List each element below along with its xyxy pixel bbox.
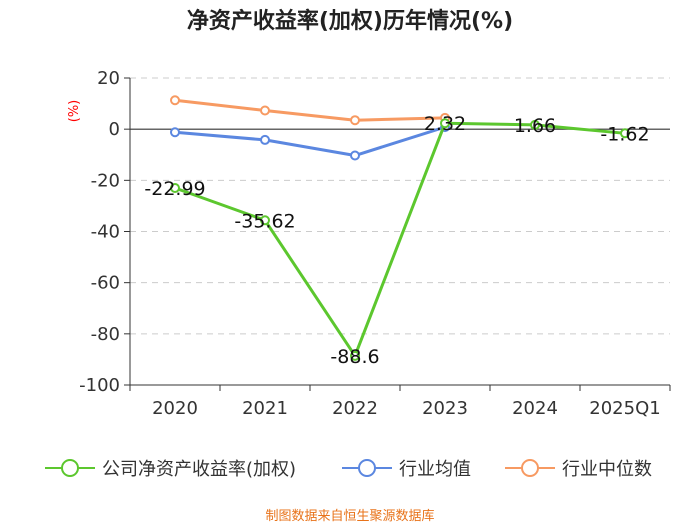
data-label: -1.62 bbox=[600, 123, 649, 145]
grid-lines bbox=[130, 77, 670, 335]
tick-labels: 20 0 -20 -40 -60 -80 -100 2020 2021 2022 2023 2024 2… bbox=[79, 68, 661, 419]
data-point bbox=[170, 95, 180, 106]
data-point bbox=[260, 215, 270, 226]
x-tick-label: 2022 bbox=[332, 398, 378, 419]
series-line bbox=[174, 121, 626, 358]
data-label: -88.6 bbox=[330, 346, 379, 368]
data-point bbox=[350, 150, 360, 161]
y-tick-label: -100 bbox=[79, 375, 120, 396]
data-label: -22.99 bbox=[144, 178, 205, 200]
chart-title: 净资产收益率(加权)历年情况(%) bbox=[187, 8, 513, 34]
data-point bbox=[170, 127, 180, 138]
data-point bbox=[440, 118, 450, 129]
x-tick-label: 2020 bbox=[152, 398, 198, 419]
source-note: 制图数据来自恒生聚源数据库 bbox=[265, 508, 434, 524]
legend-label: 行业均值 bbox=[399, 459, 471, 480]
y-tick-label: -60 bbox=[91, 273, 120, 294]
x-tick-label: 2023 bbox=[422, 398, 468, 419]
x-tick-label: 2024 bbox=[512, 398, 558, 419]
y-tick-label: -20 bbox=[91, 170, 120, 191]
x-tick-label: 2021 bbox=[242, 398, 288, 419]
y-axis-label: (%) bbox=[67, 100, 82, 123]
legend-label: 行业中位数 bbox=[562, 459, 652, 480]
data-point bbox=[350, 115, 360, 126]
data-label: -35.62 bbox=[234, 210, 295, 232]
y-tick-label: 20 bbox=[97, 68, 120, 89]
legend-marker bbox=[521, 459, 539, 477]
axes bbox=[124, 77, 671, 391]
data-point bbox=[170, 182, 180, 193]
x-tick-label: 2025Q1 bbox=[589, 398, 660, 419]
data-point bbox=[530, 119, 540, 130]
series-line bbox=[174, 125, 446, 158]
data-point bbox=[350, 350, 360, 361]
data-point bbox=[620, 128, 630, 139]
data-labels: -22.99 -35.62 -88.6 2.32 1.66 -1.62 bbox=[144, 113, 649, 368]
data-label: 1.66 bbox=[514, 115, 556, 137]
series-line bbox=[174, 98, 446, 122]
legend-label: 公司净资产收益率(加权) bbox=[102, 459, 296, 480]
legend-marker bbox=[358, 459, 376, 477]
legend-marker bbox=[61, 459, 79, 477]
data-label: 2.32 bbox=[424, 113, 466, 135]
data-point bbox=[260, 105, 270, 116]
y-tick-label: -80 bbox=[91, 324, 120, 345]
y-tick-label: 0 bbox=[109, 119, 120, 140]
data-point bbox=[260, 134, 270, 145]
legend: 公司净资产收益率(加权) 行业均值 行业中位数 bbox=[45, 459, 652, 480]
series-group bbox=[170, 95, 630, 361]
y-tick-label: -40 bbox=[91, 222, 120, 243]
